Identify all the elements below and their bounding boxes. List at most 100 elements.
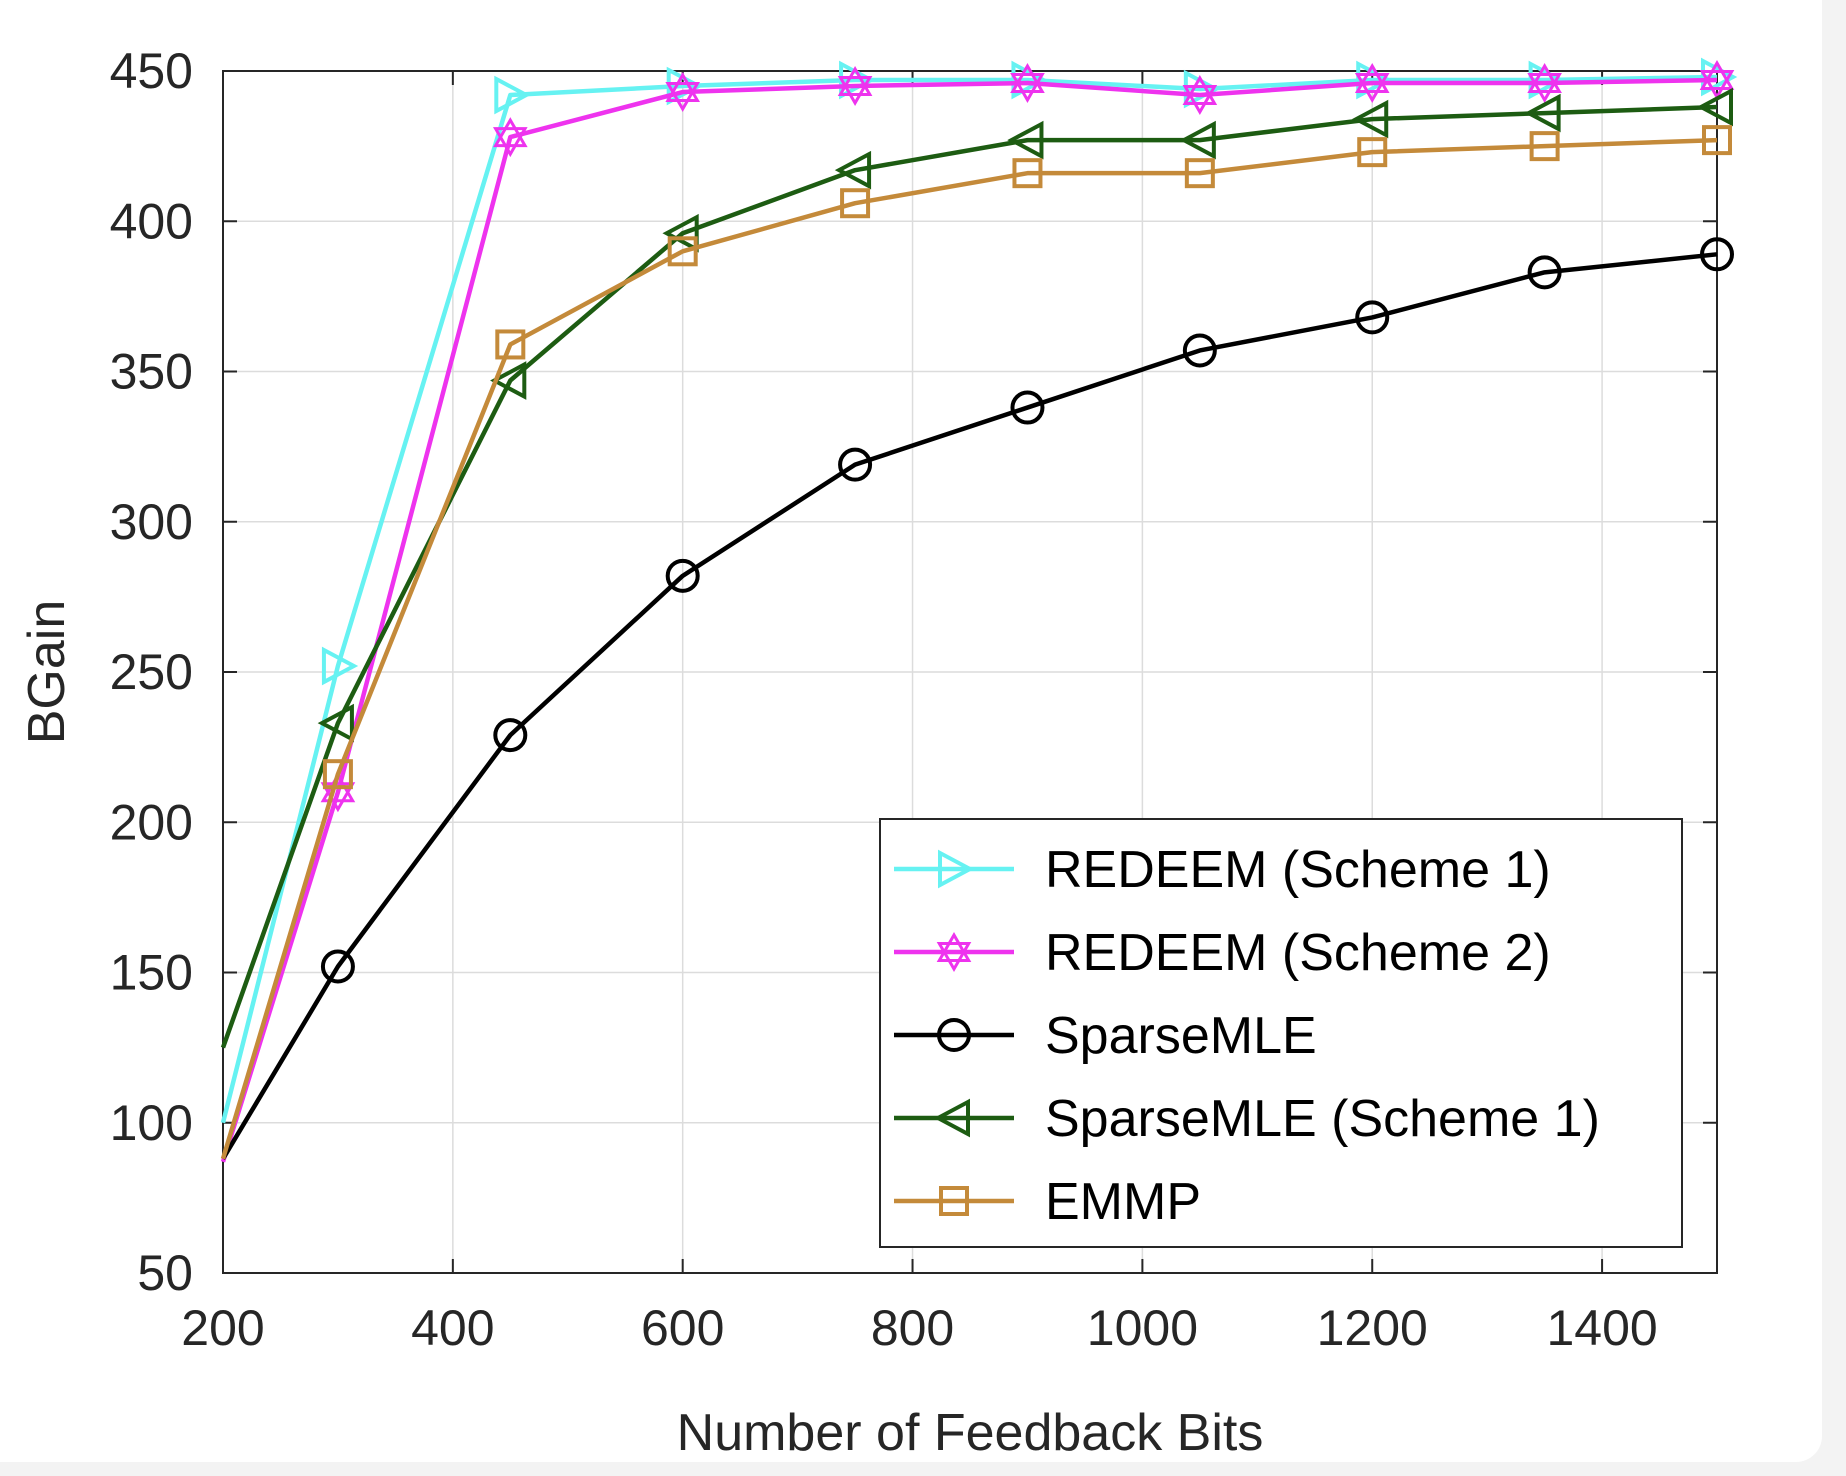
series [221,237,1734,1160]
square-marker [840,188,871,219]
square-marker [1357,137,1388,168]
hexagram-triangle [936,942,972,973]
hexagram-marker [1527,63,1562,104]
y-tick-label: 50 [137,1245,193,1301]
y-axis-label: BGain [18,600,76,745]
hexagram-triangle [936,931,972,962]
legend-entry: SparseMLE [894,1007,1317,1065]
triangle-left-marker [1696,87,1733,127]
y-tick-label: 350 [110,344,193,400]
square-marker [322,759,353,790]
series-line [220,137,1718,1160]
legend-label: SparseMLE (Scheme 1) [1045,1090,1600,1148]
triangle-right-marker [1356,60,1393,100]
y-tick-label: 300 [110,494,193,550]
hexagram-marker [1354,63,1390,104]
triangle-left-marker [317,703,354,743]
x-tick-label: 800 [871,1300,954,1356]
x-tick-label: 1400 [1546,1300,1657,1356]
legend-label: SparseMLE [1045,1007,1317,1065]
series-line [220,104,1718,1049]
hexagram-triangle [837,76,873,107]
square-marker [1012,158,1043,189]
hexagram-marker [1010,63,1045,104]
circle-marker [937,1018,971,1052]
circle-marker [1010,390,1045,425]
axis-ticks: 200 400 600 800 1000 1200 1400 50 100 150 200 250 30… [110,43,1717,1356]
circle-marker [320,949,355,984]
x-tick-label: 400 [411,1300,494,1356]
series [220,87,1733,1049]
hexagram-triangle [492,117,528,148]
circle-marker [665,558,700,593]
square-marker [667,236,698,267]
hexagram-triangle [1182,75,1218,106]
triangle-left-marker [490,361,527,400]
hexagram-triangle [1354,63,1390,94]
legend-entry: REDEEM (Scheme 1) [894,841,1551,899]
series-lines [220,57,1738,1163]
triangle-left-marker [1007,120,1044,160]
y-tick-label: 100 [110,1095,193,1151]
circle-marker [1527,255,1562,290]
triangle-right-marker [938,849,975,889]
square-marker [1529,131,1560,162]
hexagram-marker [665,72,701,113]
legend-label: EMMP [1045,1173,1201,1231]
hexagram-triangle [1182,85,1218,116]
hexagram-triangle [1699,70,1735,101]
legend-label: REDEEM (Scheme 2) [1045,924,1551,982]
legend-label: REDEEM (Scheme 1) [1045,841,1551,899]
x-tick-label: 1000 [1087,1300,1198,1356]
hexagram-triangle [1527,63,1562,94]
circle-marker [838,447,873,482]
hexagram-triangle [1010,73,1045,104]
series [220,60,1735,1163]
y-tick-label: 450 [110,43,193,99]
hexagram-triangle [665,72,701,103]
legend: REDEEM (Scheme 1) REDEEM (Scheme 2) Sparse… [879,818,1683,1248]
triangle-right-marker [1528,60,1565,100]
circle-marker [493,718,528,753]
x-tick-label: 1200 [1317,1300,1428,1356]
hexagram-triangle [1354,73,1390,104]
hexagram-triangle [1699,60,1735,91]
hexagram-triangle [492,127,528,158]
triangle-right-marker [494,75,531,115]
hexagram-triangle [1527,73,1562,104]
y-tick-label: 400 [110,193,193,249]
series-line [221,252,1718,1160]
hexagram-triangle [665,82,701,113]
triangle-left-marker [1524,93,1561,133]
square-marker [1184,158,1215,189]
triangle-right-marker [321,646,359,686]
triangle-left-marker [1351,99,1389,139]
y-tick-label: 150 [110,945,193,1001]
circle-marker [1182,333,1217,368]
triangle-right-marker [1701,57,1738,97]
series-line [220,74,1718,1124]
hexagram-triangle [837,66,873,97]
legend-entry: EMMP [894,1173,1201,1231]
series-line [220,77,1718,1163]
square-marker [1702,125,1732,156]
legend-entry: SparseMLE (Scheme 1) [894,1090,1600,1148]
hexagram-marker [837,66,873,107]
x-axis-label: Number of Feedback Bits [677,1404,1264,1462]
hexagram-marker [1699,60,1735,101]
triangle-right-marker [1011,60,1048,100]
triangle-left-marker [1179,120,1216,160]
triangle-left-marker [662,213,699,253]
circle-marker [1700,237,1734,272]
hexagram-marker [492,117,528,158]
hexagram-triangle [1010,63,1045,94]
triangle-left-marker [933,1098,970,1138]
legend-entry: REDEEM (Scheme 2) [894,924,1551,982]
x-tick-label: 600 [641,1300,724,1356]
square-marker [939,1186,969,1216]
hexagram-marker [936,931,972,973]
y-tick-label: 250 [110,644,193,700]
y-tick-label: 200 [110,794,193,850]
triangle-left-marker [834,150,872,190]
circle-marker [1355,300,1390,335]
